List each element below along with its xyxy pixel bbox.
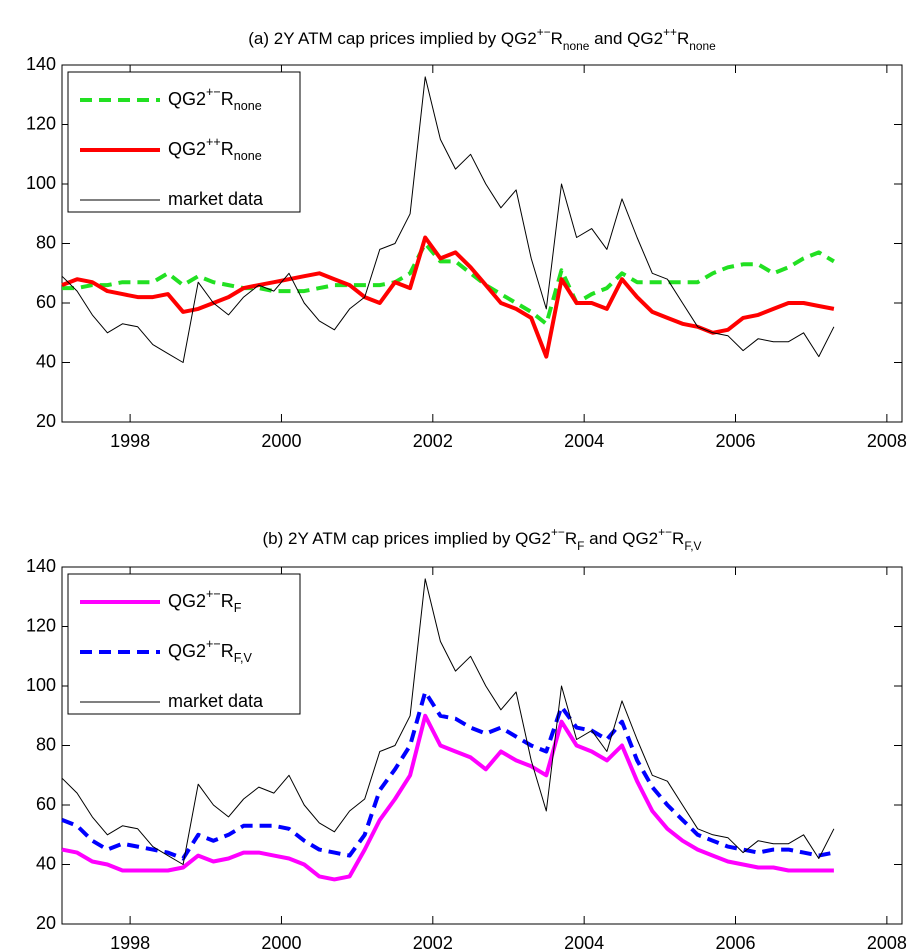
subscript: F,V [234, 651, 253, 665]
legend-label: market data [168, 189, 264, 209]
y-tick-label: 40 [36, 351, 56, 371]
legend-box [67, 573, 301, 715]
x-tick-label: 2008 [867, 933, 907, 950]
text-part: market data [168, 691, 264, 711]
text-part: and QG2 [589, 29, 663, 48]
legend-label: market data [168, 691, 264, 711]
y-tick-label: 100 [26, 173, 56, 193]
text-part: QG2 [168, 591, 206, 611]
legend-label: QG2+−RF,V [168, 637, 253, 665]
superscript: +− [206, 637, 221, 651]
legend-box [67, 71, 301, 213]
x-tick-label: 2002 [413, 431, 453, 451]
y-tick-label: 60 [36, 794, 56, 814]
x-tick-label: 2004 [564, 933, 604, 950]
data-line [61, 713, 834, 882]
data-line [61, 690, 835, 861]
y-tick-label: 60 [36, 292, 56, 312]
text-part: QG2 [168, 641, 206, 661]
superscript: +− [206, 85, 221, 99]
y-tick-label: 140 [26, 556, 56, 576]
text-part: R [677, 29, 689, 48]
subscript: F [234, 601, 242, 615]
text-part: (a) 2Y ATM cap prices implied by QG2 [248, 29, 536, 48]
x-tick-label: 2004 [564, 431, 604, 451]
text-part: R [221, 591, 234, 611]
subscript: none [563, 39, 590, 53]
text-part: R [565, 529, 577, 548]
x-tick-label: 2002 [413, 933, 453, 950]
text-part: R [672, 529, 684, 548]
text-part: QG2 [168, 139, 206, 159]
x-tick-label: 1998 [110, 431, 150, 451]
legend-label: QG2++Rnone [168, 135, 262, 163]
chart-title: (a) 2Y ATM cap prices implied by QG2+−Rn… [248, 25, 716, 53]
y-tick-label: 20 [36, 913, 56, 933]
superscript: +− [537, 25, 551, 39]
subscript: F,V [684, 539, 701, 553]
x-tick-label: 1998 [110, 933, 150, 950]
x-tick-label: 2006 [715, 431, 755, 451]
x-tick-label: 2008 [867, 431, 907, 451]
data-line [61, 578, 835, 865]
subscript: F [577, 539, 584, 553]
text-part: R [221, 641, 234, 661]
legend-label: QG2+−Rnone [168, 85, 262, 113]
x-tick-label: 2006 [715, 933, 755, 950]
superscript: +− [658, 525, 672, 539]
y-tick-label: 120 [26, 615, 56, 635]
superscript: +− [551, 525, 565, 539]
y-tick-label: 140 [26, 54, 56, 74]
x-tick-label: 2000 [261, 431, 301, 451]
y-tick-label: 100 [26, 675, 56, 695]
text-part: and QG2 [584, 529, 658, 548]
superscript: +− [206, 587, 221, 601]
text-part: R [221, 89, 234, 109]
data-line [62, 241, 835, 326]
y-tick-label: 120 [26, 113, 56, 133]
y-tick-label: 20 [36, 411, 56, 431]
legend-label: QG2+−RF [168, 587, 242, 615]
y-tick-label: 80 [36, 734, 56, 754]
text-part: R [551, 29, 563, 48]
y-tick-label: 80 [36, 232, 56, 252]
text-part: R [221, 139, 234, 159]
superscript: ++ [206, 135, 221, 149]
data-line [61, 76, 835, 363]
text-part: QG2 [168, 89, 206, 109]
chart-title: (b) 2Y ATM cap prices implied by QG2+−RF… [263, 525, 702, 553]
y-tick-label: 40 [36, 853, 56, 873]
text-part: (b) 2Y ATM cap prices implied by QG2 [263, 529, 551, 548]
x-tick-label: 2000 [261, 933, 301, 950]
subscript: none [234, 149, 262, 163]
subscript: none [234, 99, 262, 113]
subscript: none [689, 39, 716, 53]
text-part: market data [168, 189, 264, 209]
superscript: ++ [663, 25, 677, 39]
